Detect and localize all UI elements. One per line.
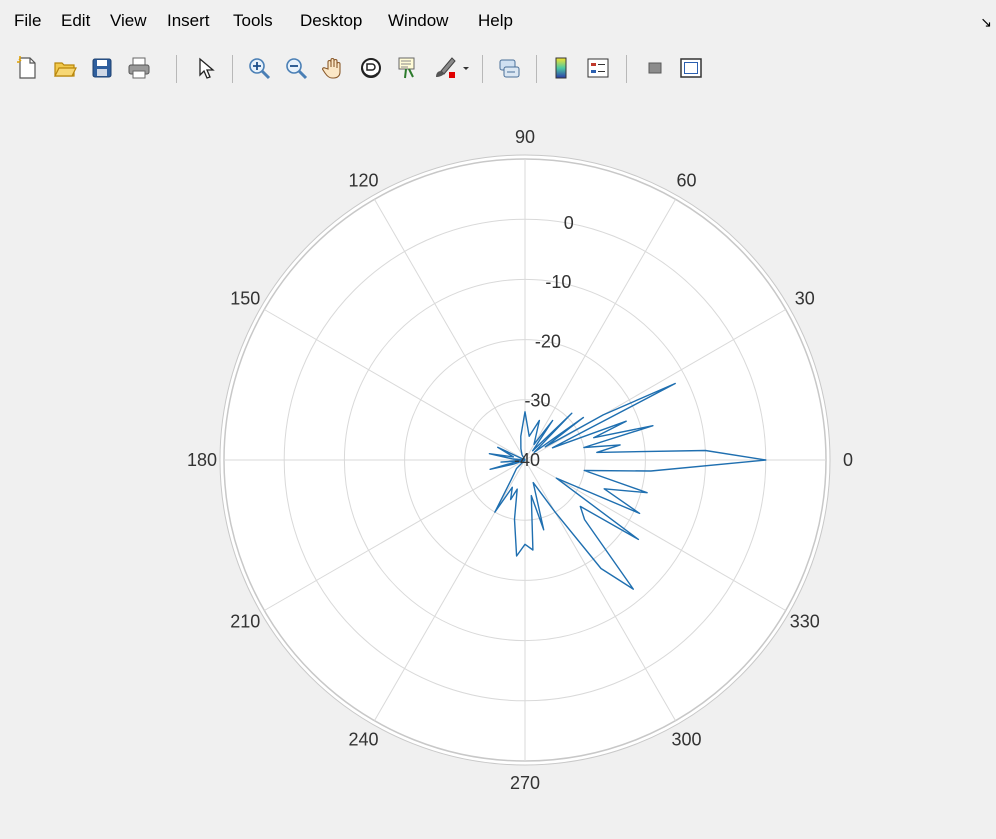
figure-toolbar	[0, 48, 996, 96]
r-tick-label: 0	[564, 213, 574, 233]
new-figure-icon[interactable]	[12, 53, 42, 83]
menu-insert[interactable]: Insert	[167, 11, 210, 30]
r-tick-label: -20	[535, 331, 561, 351]
r-tick-label: -30	[524, 391, 550, 411]
theta-tick-label: 330	[790, 612, 820, 632]
pointer-icon[interactable]	[190, 53, 220, 83]
theta-tick-label: 210	[230, 612, 260, 632]
toolbar-separator	[626, 55, 627, 83]
menu-help[interactable]: Help	[478, 11, 513, 30]
data-cursor-icon[interactable]	[393, 53, 423, 83]
zoom-in-icon[interactable]	[244, 53, 274, 83]
theta-tick-label: 90	[515, 127, 535, 147]
rotate-3d-icon[interactable]	[356, 53, 386, 83]
menu-edit[interactable]: Edit	[61, 11, 91, 30]
polar-grid-spoke	[374, 199, 526, 461]
open-file-icon[interactable]	[50, 53, 80, 83]
hide-plot-tools-icon[interactable]	[640, 53, 670, 83]
theta-tick-label: 30	[795, 289, 815, 309]
theta-tick-label: 270	[510, 773, 540, 793]
menu-file[interactable]: File	[14, 11, 42, 30]
polar-series-line	[488, 382, 767, 590]
r-tick-label: -40	[514, 450, 540, 470]
toolbar-separator	[536, 55, 537, 83]
polar-grid-spoke	[264, 309, 526, 461]
polar-grid-spoke	[524, 459, 786, 611]
theta-tick-label: 60	[676, 170, 696, 190]
polar-grid-spoke	[524, 309, 786, 461]
menu-view[interactable]: View	[110, 11, 147, 30]
r-tick-label: -10	[545, 272, 571, 292]
dock-arrow-icon[interactable]: ↘	[980, 14, 992, 30]
theta-tick-label: 240	[348, 730, 378, 750]
menu-bar: File Edit View Insert Tools Desktop Wind…	[0, 0, 996, 44]
show-plot-tools-icon[interactable]	[676, 53, 706, 83]
polar-plot[interactable]: 0 30 60 90 120 150 180 210 240 270 300 330 -40 -30 -2…	[0, 96, 996, 834]
polar-grid-spoke	[524, 199, 676, 461]
print-icon[interactable]	[124, 53, 154, 83]
toolbar-separator	[176, 55, 177, 83]
colorbar-icon[interactable]	[546, 53, 576, 83]
brush-dropdown-icon[interactable]	[458, 53, 474, 83]
polar-grid-spoke	[264, 459, 526, 611]
link-plot-icon[interactable]	[494, 53, 524, 83]
toolbar-separator	[232, 55, 233, 83]
save-icon[interactable]	[87, 53, 117, 83]
zoom-out-icon[interactable]	[281, 53, 311, 83]
brush-icon[interactable]	[430, 53, 460, 83]
menu-desktop[interactable]: Desktop	[300, 11, 363, 30]
toolbar-separator	[482, 55, 483, 83]
figure-canvas: 0 30 60 90 120 150 180 210 240 270 300 330 -40 -30 -2…	[0, 96, 996, 834]
theta-tick-label: 150	[230, 289, 260, 309]
pan-hand-icon[interactable]	[318, 53, 348, 83]
legend-icon[interactable]	[583, 53, 613, 83]
theta-tick-label: 300	[671, 730, 701, 750]
menu-window[interactable]: Window	[388, 11, 449, 30]
theta-tick-label: 120	[348, 170, 378, 190]
polar-grid-spoke	[524, 459, 676, 721]
menu-tools[interactable]: Tools	[233, 11, 273, 30]
theta-tick-label: 0	[843, 450, 853, 470]
theta-tick-label: 180	[187, 450, 217, 470]
